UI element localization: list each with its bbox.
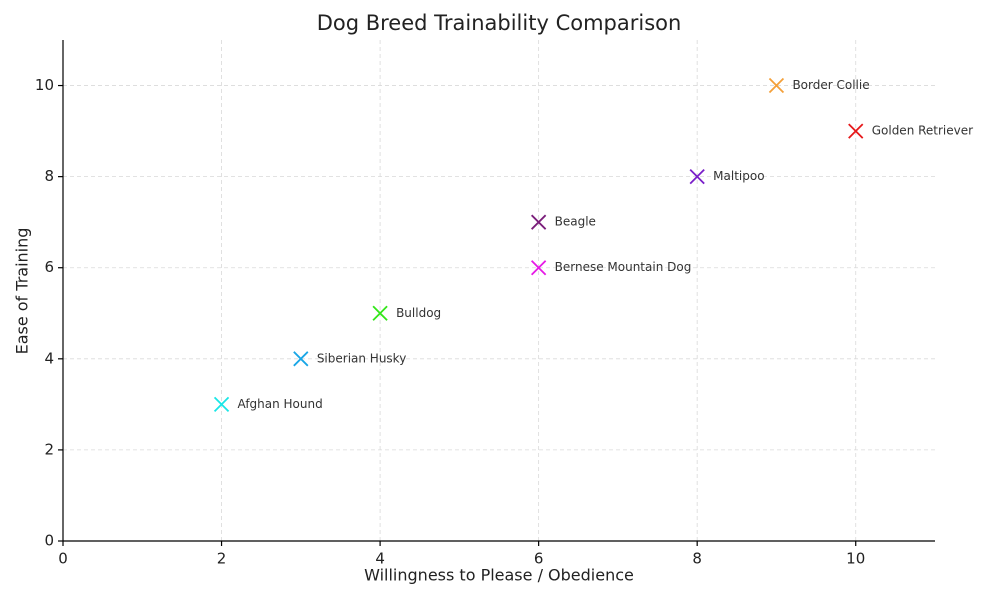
x-tick-label: 4 (375, 550, 385, 568)
point-label: Siberian Husky (317, 351, 407, 365)
x-axis-label: Willingness to Please / Obedience (364, 566, 634, 585)
y-tick-label: 4 (44, 349, 54, 367)
point-marker (530, 214, 547, 230)
y-axis-label: Ease of Training (13, 228, 32, 355)
point-marker (768, 77, 785, 94)
point-label: Beagle (555, 215, 596, 229)
point-label: Border Collie (792, 78, 869, 92)
point-marker (689, 168, 705, 185)
y-tick-label: 10 (35, 76, 54, 94)
y-tick-label: 8 (44, 167, 54, 185)
x-tick-label: 10 (846, 550, 865, 568)
point-label: Bulldog (396, 306, 441, 320)
point-label: Golden Retriever (872, 124, 973, 138)
y-tick-label: 2 (44, 440, 54, 458)
x-tick-label: 6 (534, 550, 544, 568)
x-tick-label: 8 (692, 550, 702, 568)
point-marker (213, 396, 230, 413)
point-marker (530, 260, 547, 276)
point-label: Maltipoo (713, 169, 764, 183)
y-tick-label: 6 (44, 258, 54, 276)
point-marker (293, 351, 309, 367)
point-label: Afghan Hound (238, 397, 323, 411)
chart-title: Dog Breed Trainability Comparison (317, 11, 682, 35)
x-tick-label: 2 (217, 550, 227, 568)
point-label: Bernese Mountain Dog (555, 260, 692, 274)
point-marker (372, 305, 388, 321)
y-tick-label: 0 (44, 532, 54, 550)
point-marker (848, 123, 864, 139)
x-tick-label: 0 (58, 550, 68, 568)
